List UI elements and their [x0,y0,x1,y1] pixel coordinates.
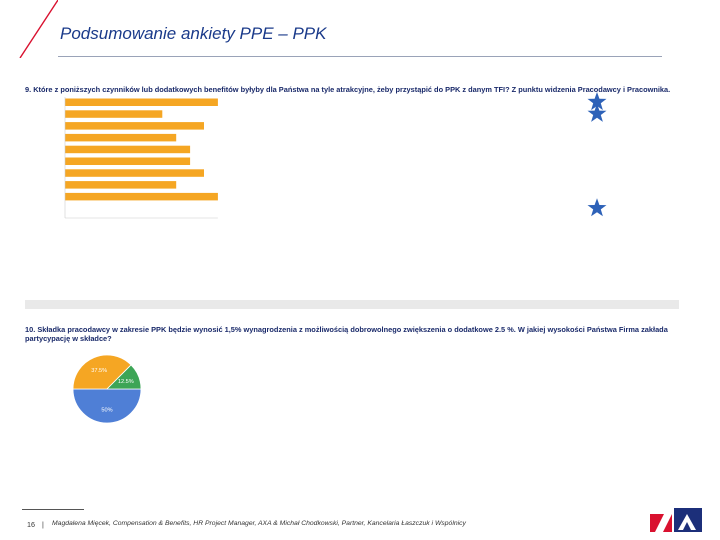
footer-separator: | [42,520,44,529]
page-number: 16 [27,520,35,529]
pie-slice-label: 37.5% [91,368,107,374]
pie-slice [72,388,142,424]
bar [65,169,204,177]
star-icon [587,92,607,111]
bar [65,98,218,106]
star-icon [587,103,607,122]
pie-slice-label: 50% [101,407,112,413]
axa-logo [650,508,702,532]
star-icon [587,198,607,217]
pie-slice [106,364,142,390]
pie-slice [72,354,132,390]
bar [65,122,204,130]
question-9-text: 9. Które z poniższych czynników lub doda… [25,85,671,94]
bar [65,145,191,154]
bar [65,110,163,118]
bar [65,157,191,165]
bar [65,133,177,142]
section-separator [25,300,679,309]
bar [65,192,218,201]
bar [65,181,177,189]
question-10-text: 10. Składka pracodawcy w zakresie PPK bę… [25,325,668,343]
footer-divider [22,509,84,510]
corner-accent-mark [19,0,58,58]
footer-credits: Magdalena Mięcek, Compensation & Benefit… [52,520,466,527]
title-divider [58,56,662,57]
pie-slice-label: 12.5% [118,379,134,385]
slide-title: Podsumowanie ankiety PPE – PPK [60,24,327,43]
